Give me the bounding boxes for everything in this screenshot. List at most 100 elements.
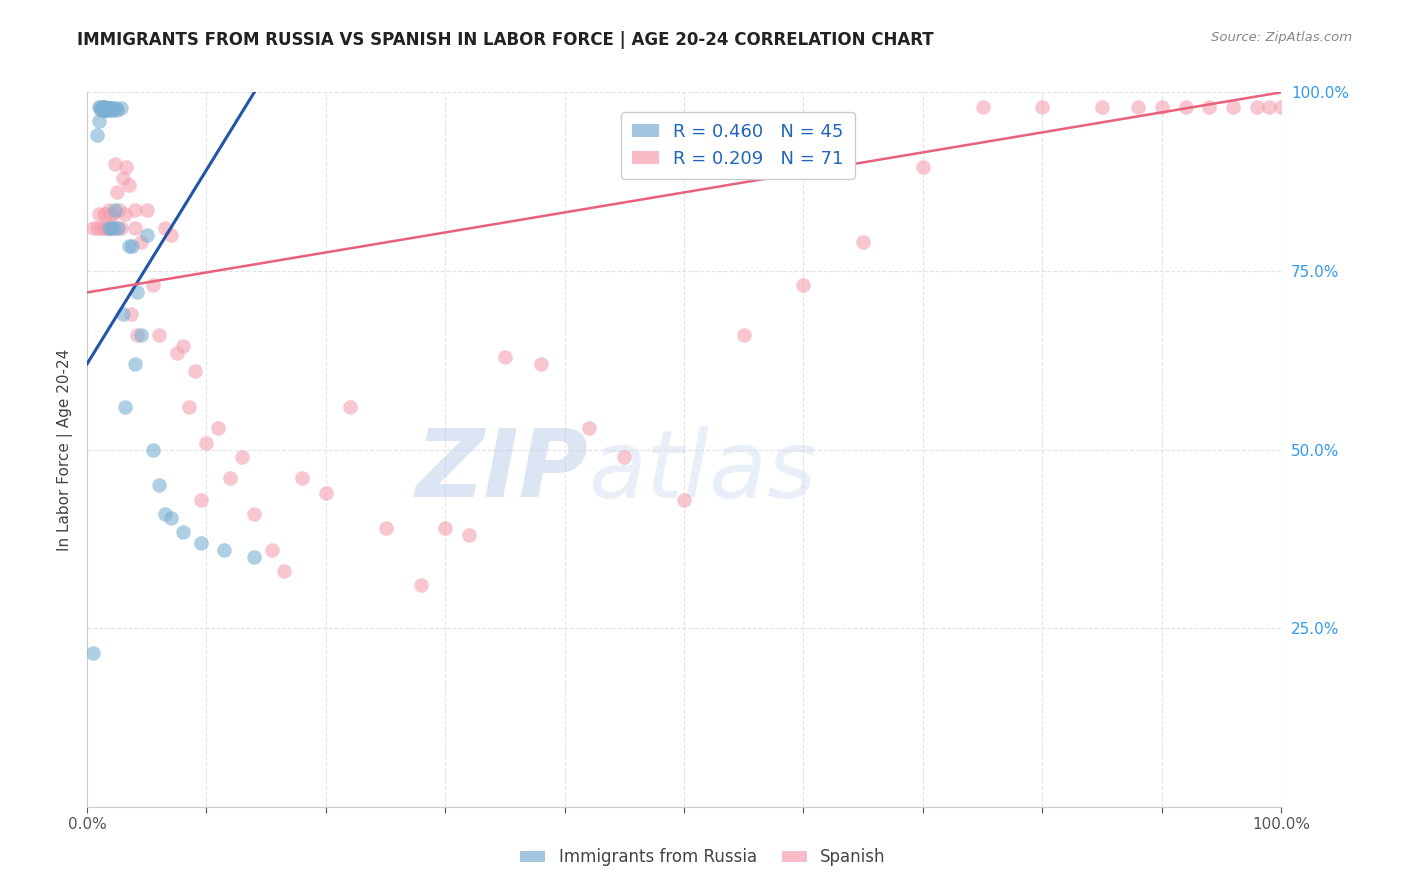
Point bbox=[98, 101, 121, 115]
Point bbox=[94, 103, 117, 118]
Text: IMMIGRANTS FROM RUSSIA VS SPANISH IN LABOR FORCE | AGE 20-24 CORRELATION CHART: IMMIGRANTS FROM RUSSIA VS SPANISH IN LAB… bbox=[77, 31, 934, 49]
Point bbox=[733, 328, 755, 343]
Point bbox=[172, 524, 194, 539]
Point bbox=[494, 350, 516, 364]
Point bbox=[190, 535, 212, 549]
Point bbox=[108, 203, 131, 218]
Point bbox=[673, 492, 696, 507]
Point bbox=[98, 103, 121, 118]
Point bbox=[262, 542, 284, 557]
Point bbox=[89, 100, 111, 114]
Point bbox=[105, 103, 128, 118]
Point bbox=[1150, 100, 1173, 114]
Point bbox=[124, 357, 146, 371]
Point bbox=[82, 221, 104, 235]
Point bbox=[124, 203, 146, 218]
Point bbox=[273, 564, 295, 578]
Point bbox=[1198, 100, 1220, 114]
Point bbox=[172, 339, 194, 353]
Point bbox=[1270, 100, 1292, 114]
Point bbox=[110, 101, 132, 115]
Point bbox=[87, 100, 110, 114]
Point bbox=[114, 400, 136, 414]
Point bbox=[129, 235, 152, 250]
Point bbox=[434, 521, 457, 535]
Point bbox=[93, 100, 115, 114]
Point bbox=[243, 507, 266, 521]
Text: ZIP: ZIP bbox=[416, 425, 589, 517]
Point bbox=[82, 646, 104, 660]
Point bbox=[374, 521, 396, 535]
Point bbox=[93, 207, 115, 221]
Point bbox=[177, 400, 200, 414]
Point bbox=[142, 442, 165, 457]
Legend: Immigrants from Russia, Spanish: Immigrants from Russia, Spanish bbox=[513, 842, 893, 873]
Point bbox=[183, 364, 205, 378]
Point bbox=[103, 221, 125, 235]
Point bbox=[103, 103, 125, 118]
Legend: R = 0.460   N = 45, R = 0.209   N = 71: R = 0.460 N = 45, R = 0.209 N = 71 bbox=[621, 112, 855, 178]
Point bbox=[104, 221, 127, 235]
Text: atlas: atlas bbox=[589, 425, 817, 516]
Point bbox=[87, 114, 110, 128]
Point bbox=[90, 221, 112, 235]
Point bbox=[1222, 100, 1244, 114]
Point bbox=[96, 103, 118, 118]
Point bbox=[100, 207, 122, 221]
Point bbox=[86, 128, 108, 143]
Point bbox=[219, 471, 242, 485]
Y-axis label: In Labor Force | Age 20-24: In Labor Force | Age 20-24 bbox=[58, 349, 73, 550]
Point bbox=[243, 549, 266, 564]
Point bbox=[153, 507, 176, 521]
Point bbox=[87, 207, 110, 221]
Point bbox=[91, 100, 114, 114]
Point bbox=[96, 103, 118, 118]
Point bbox=[1246, 100, 1268, 114]
Point bbox=[190, 492, 212, 507]
Point bbox=[96, 207, 118, 221]
Point bbox=[1091, 100, 1114, 114]
Point bbox=[153, 221, 176, 235]
Point bbox=[111, 171, 134, 186]
Point bbox=[91, 103, 114, 118]
Point bbox=[105, 186, 128, 200]
Point bbox=[148, 328, 170, 343]
Point bbox=[100, 221, 122, 235]
Point bbox=[578, 421, 600, 435]
Point bbox=[231, 450, 253, 464]
Point bbox=[135, 203, 157, 218]
Point bbox=[107, 221, 129, 235]
Text: Source: ZipAtlas.com: Source: ZipAtlas.com bbox=[1212, 31, 1353, 45]
Point bbox=[127, 285, 149, 300]
Point bbox=[972, 100, 994, 114]
Point bbox=[97, 203, 120, 218]
Point bbox=[1258, 100, 1281, 114]
Point bbox=[135, 228, 157, 243]
Point bbox=[118, 178, 141, 193]
Point bbox=[142, 278, 165, 293]
Point bbox=[411, 578, 433, 592]
Point bbox=[195, 435, 218, 450]
Point bbox=[1174, 100, 1197, 114]
Point bbox=[121, 239, 143, 253]
Point bbox=[96, 221, 118, 235]
Point bbox=[315, 485, 337, 500]
Point bbox=[103, 203, 125, 218]
Point bbox=[111, 307, 134, 321]
Point bbox=[91, 221, 114, 235]
Point bbox=[207, 421, 229, 435]
Point bbox=[127, 328, 149, 343]
Point bbox=[613, 450, 636, 464]
Point bbox=[103, 207, 125, 221]
Point bbox=[124, 221, 146, 235]
Point bbox=[166, 346, 188, 360]
Point bbox=[159, 228, 181, 243]
Point bbox=[1126, 100, 1149, 114]
Point bbox=[98, 221, 121, 235]
Point bbox=[291, 471, 314, 485]
Point bbox=[530, 357, 553, 371]
Point bbox=[101, 101, 124, 115]
Point bbox=[94, 221, 117, 235]
Point bbox=[97, 221, 120, 235]
Point bbox=[93, 103, 115, 118]
